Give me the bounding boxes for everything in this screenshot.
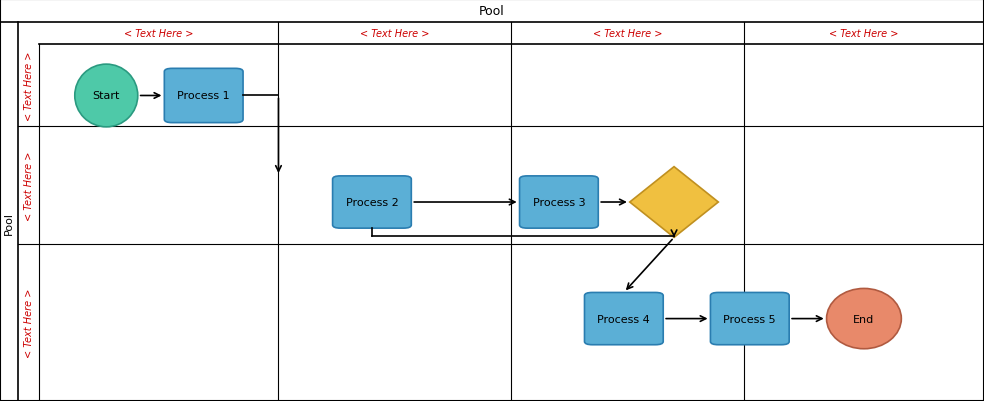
Text: < Text Here >: < Text Here > — [592, 29, 662, 39]
Text: Process 4: Process 4 — [597, 314, 650, 324]
Text: Process 2: Process 2 — [345, 198, 399, 207]
Text: Pool: Pool — [479, 5, 505, 18]
Text: < Text Here >: < Text Here > — [124, 29, 194, 39]
Ellipse shape — [75, 65, 138, 128]
FancyBboxPatch shape — [584, 293, 663, 345]
Text: < Text Here >: < Text Here > — [24, 51, 33, 121]
Text: < Text Here >: < Text Here > — [24, 151, 33, 221]
Ellipse shape — [827, 289, 901, 349]
Text: Process 1: Process 1 — [177, 91, 230, 101]
Polygon shape — [630, 167, 718, 238]
Text: < Text Here >: < Text Here > — [830, 29, 898, 39]
Text: < Text Here >: < Text Here > — [360, 29, 429, 39]
Text: End: End — [853, 314, 875, 324]
FancyBboxPatch shape — [164, 69, 243, 124]
Text: Start: Start — [92, 91, 120, 101]
Text: < Text Here >: < Text Here > — [24, 288, 33, 357]
Text: Process 3: Process 3 — [532, 198, 585, 207]
Text: Pool: Pool — [4, 211, 14, 235]
FancyBboxPatch shape — [710, 293, 789, 345]
FancyBboxPatch shape — [520, 176, 598, 229]
Text: Process 5: Process 5 — [723, 314, 776, 324]
FancyBboxPatch shape — [333, 176, 411, 229]
